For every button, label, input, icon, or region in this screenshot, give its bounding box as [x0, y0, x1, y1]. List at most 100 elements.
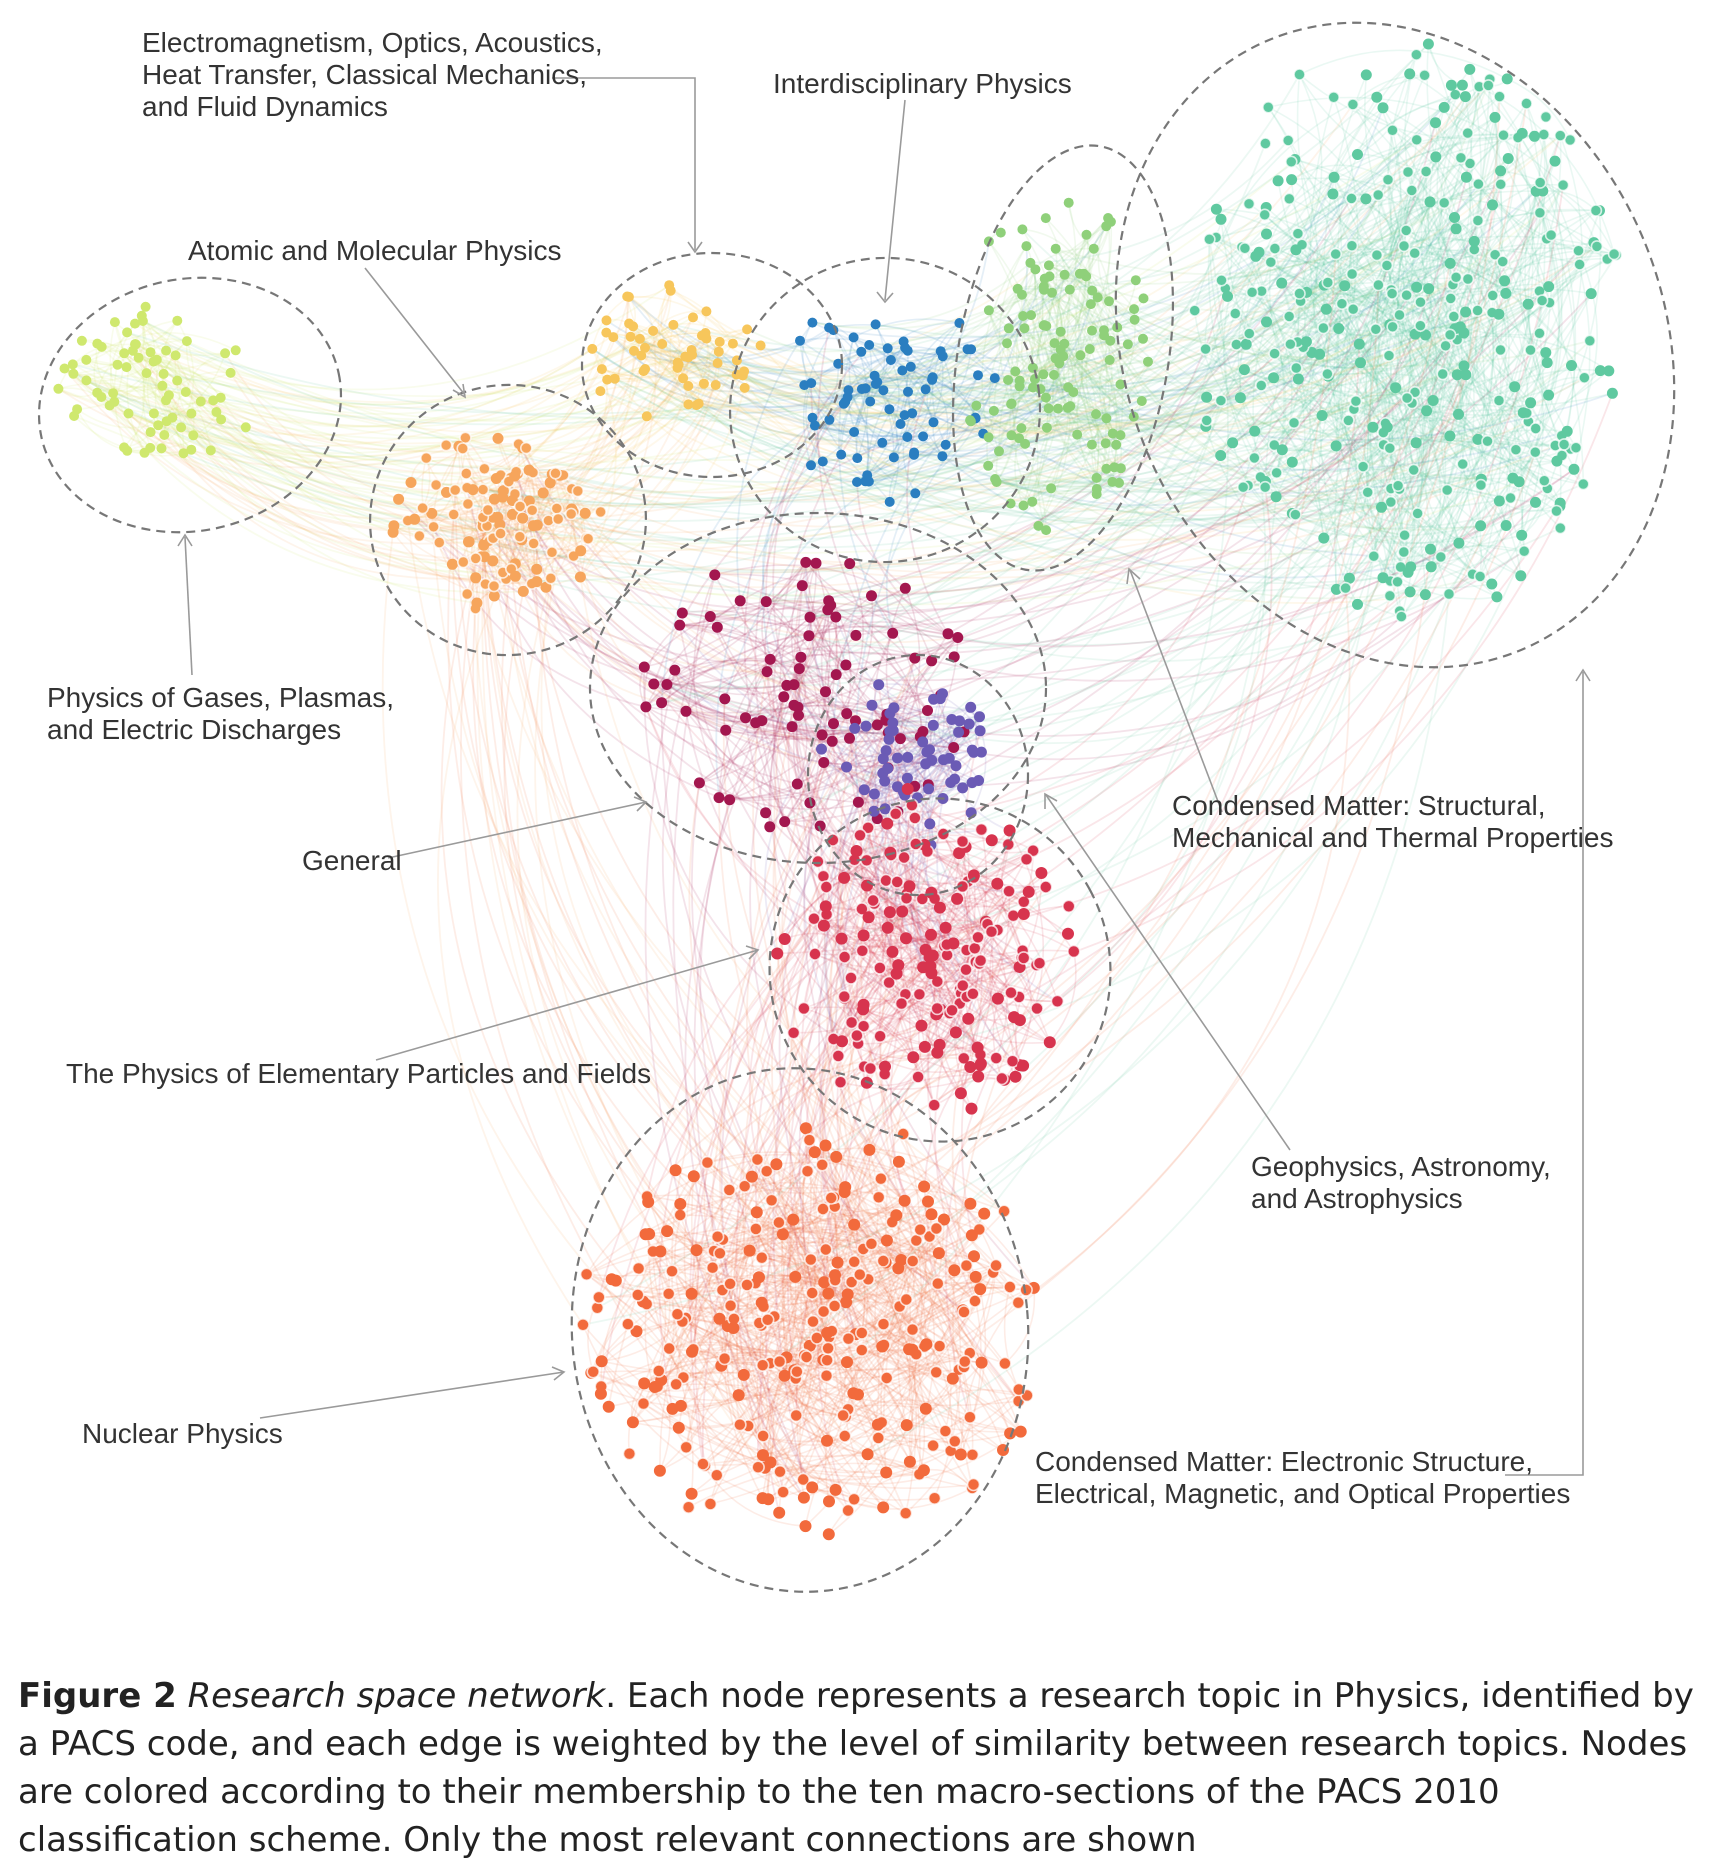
node-nuclear — [745, 1170, 758, 1183]
node-nuclear — [636, 1396, 651, 1411]
node-interdisciplinary — [870, 319, 881, 330]
label-classical-line-3: and Fluid Dynamics — [142, 91, 388, 122]
node-geophysics — [883, 733, 895, 745]
network-edge — [493, 498, 725, 700]
network-edge — [586, 1273, 1019, 1407]
node-atomic — [523, 464, 535, 476]
node-cm-electronic — [1318, 532, 1330, 544]
network-edge — [713, 1226, 977, 1278]
network-edge — [874, 190, 1537, 392]
cluster-outline-cm-structural — [951, 144, 1175, 572]
node-atomic — [447, 508, 461, 521]
network-edge — [1411, 189, 1475, 595]
node-cm-electronic — [1398, 528, 1411, 542]
node-cm-electronic — [1390, 382, 1402, 394]
network-edge — [1394, 204, 1493, 388]
network-edge — [1260, 385, 1493, 585]
node-interdisciplinary — [824, 414, 835, 425]
node-particles — [1002, 884, 1016, 899]
node-general — [711, 621, 723, 633]
network-edge — [762, 1197, 839, 1437]
node-atomic — [467, 484, 479, 496]
network-edge — [910, 366, 977, 419]
leader-general-arrowhead — [633, 796, 648, 812]
node-cm-electronic — [1460, 171, 1472, 183]
network-edge — [126, 331, 447, 448]
network-edge — [1021, 328, 1050, 409]
network-edge — [166, 397, 1408, 597]
node-general — [899, 582, 911, 594]
network-edge — [925, 388, 1135, 431]
node-atomic — [551, 512, 565, 526]
network-edge — [1069, 340, 1112, 407]
network-edge — [1335, 445, 1412, 568]
node-classical — [673, 359, 684, 370]
network-edge — [796, 765, 929, 786]
network-edge — [986, 379, 1021, 466]
node-nuclear — [844, 1275, 859, 1289]
node-cm-electronic — [1493, 495, 1505, 507]
network-edge — [902, 412, 916, 494]
network-edge — [962, 365, 1465, 888]
node-nuclear — [810, 1331, 824, 1345]
node-gases — [69, 411, 80, 421]
network-edge — [825, 913, 967, 972]
node-nuclear — [755, 1296, 768, 1309]
network-edge — [745, 821, 836, 1307]
network-edge — [770, 1400, 1020, 1474]
node-particles — [817, 919, 830, 932]
node-cm-electronic — [1453, 537, 1465, 549]
label-classical-line-1: Electromagnetism, Optics, Acoustics, — [142, 27, 603, 58]
network-edge — [1299, 219, 1479, 296]
node-cm-electronic — [1578, 371, 1591, 385]
network-edge — [823, 924, 903, 1004]
network-edge — [856, 241, 990, 459]
node-cm-structural — [1136, 396, 1147, 406]
network-edge — [1427, 43, 1480, 491]
network-edge — [714, 573, 955, 658]
node-interdisciplinary — [836, 449, 847, 460]
network-edge — [871, 250, 1580, 597]
network-edge — [791, 726, 891, 854]
network-edge — [775, 1163, 914, 1462]
network-edge — [1334, 84, 1490, 590]
node-nuclear — [737, 1368, 750, 1381]
node-cm-electronic — [1188, 304, 1201, 317]
node-nuclear — [757, 1449, 769, 1462]
node-nuclear — [989, 1258, 1003, 1273]
node-gases — [68, 368, 79, 379]
network-edge — [1234, 313, 1511, 499]
network-edge — [1096, 493, 1277, 522]
network-edge — [970, 407, 1050, 425]
network-edge — [646, 362, 718, 417]
network-edge — [1034, 221, 1113, 380]
network-edge — [501, 572, 914, 1262]
node-gases — [92, 387, 103, 398]
node-cm-electronic — [1437, 196, 1451, 210]
network-edge — [668, 1280, 863, 1334]
node-atomic — [509, 470, 521, 482]
node-nuclear — [974, 1283, 987, 1296]
network-edge — [1045, 217, 1124, 436]
node-nuclear — [929, 1365, 944, 1380]
network-edge — [798, 714, 929, 786]
node-cm-electronic — [1335, 297, 1349, 311]
network-edge — [679, 624, 857, 722]
network-edge — [814, 348, 972, 427]
node-cm-electronic — [1444, 430, 1456, 442]
node-general — [676, 607, 688, 619]
node-nuclear — [710, 1229, 725, 1244]
network-edge — [1335, 253, 1425, 514]
network-edge — [742, 374, 996, 415]
network-edge — [161, 385, 486, 585]
network-edge — [1409, 73, 1541, 292]
network-edge — [85, 359, 746, 474]
network-edge — [998, 362, 1060, 452]
node-geophysics — [954, 715, 965, 727]
node-cm-electronic — [1539, 110, 1553, 124]
node-cm-electronic — [1339, 581, 1352, 595]
node-particles — [857, 1003, 870, 1016]
node-nuclear — [975, 1356, 988, 1369]
network-edge — [705, 337, 878, 391]
network-edge — [719, 1252, 908, 1426]
